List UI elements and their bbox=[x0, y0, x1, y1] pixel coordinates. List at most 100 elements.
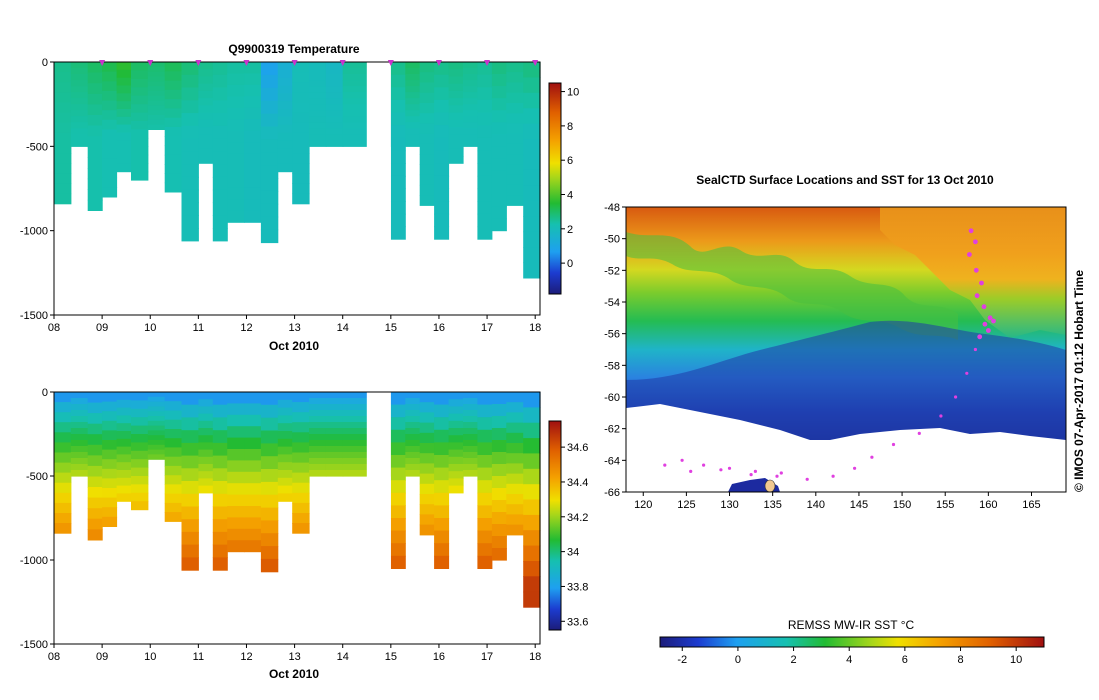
profile-cell bbox=[102, 497, 118, 508]
profile-cell bbox=[181, 228, 199, 242]
profile-cell bbox=[198, 478, 214, 487]
profile-cell bbox=[277, 454, 293, 463]
profile-cell bbox=[405, 410, 421, 417]
profile-cell bbox=[181, 100, 199, 114]
profile-cell bbox=[181, 164, 199, 178]
frontal-meanders bbox=[626, 232, 958, 340]
profile-cell bbox=[198, 464, 214, 472]
profile-cell bbox=[448, 127, 464, 135]
profile-cell bbox=[164, 62, 183, 72]
profile-cell bbox=[227, 403, 245, 416]
profile-cell bbox=[448, 399, 464, 407]
profile-cell bbox=[491, 62, 507, 75]
profile-cell bbox=[131, 400, 149, 410]
profile-cell bbox=[164, 145, 183, 156]
profile-cell bbox=[212, 189, 228, 204]
profile-cell bbox=[292, 422, 310, 433]
profile-cell bbox=[70, 404, 89, 411]
profile-cell bbox=[212, 215, 228, 229]
profile-cell bbox=[212, 519, 228, 533]
track-point bbox=[967, 252, 972, 257]
y-tick-label: -1500 bbox=[20, 639, 48, 651]
profile-cell bbox=[309, 440, 327, 447]
profile-cell bbox=[147, 416, 166, 422]
profile-cell bbox=[506, 494, 524, 505]
profile-cell bbox=[405, 116, 421, 123]
profile-cell bbox=[244, 471, 262, 484]
profile-cell bbox=[70, 74, 89, 81]
profile-cell bbox=[116, 407, 132, 416]
profile-cell bbox=[477, 74, 493, 88]
profile-cell bbox=[54, 402, 72, 413]
profile-cell bbox=[325, 80, 344, 87]
profile-cell bbox=[227, 165, 245, 177]
profile-cell bbox=[390, 213, 406, 228]
profile-cell bbox=[54, 422, 72, 433]
profile-cell bbox=[325, 470, 344, 477]
profile-cell bbox=[309, 464, 327, 471]
profile-cell bbox=[54, 62, 72, 73]
profile-cell bbox=[405, 464, 421, 471]
profile-cell bbox=[227, 540, 245, 553]
profile-cell bbox=[244, 506, 262, 518]
profile-cell bbox=[277, 77, 293, 87]
profile-cell bbox=[212, 100, 228, 114]
profile-cell bbox=[102, 478, 118, 489]
profile-cell bbox=[102, 119, 118, 130]
profile-cell bbox=[506, 123, 524, 135]
profile-cell bbox=[506, 113, 524, 124]
profile-cell bbox=[419, 402, 435, 413]
profile-cell bbox=[212, 531, 228, 546]
profile-cell bbox=[131, 408, 149, 418]
profile-cell bbox=[277, 493, 293, 502]
x-tick-label: 10 bbox=[144, 651, 156, 663]
profile-cell bbox=[181, 189, 199, 204]
profile-cell bbox=[87, 146, 103, 158]
profile-cell bbox=[181, 442, 199, 457]
profile-cell bbox=[70, 62, 89, 69]
profile-cell bbox=[405, 446, 421, 453]
profile-cell bbox=[292, 183, 310, 195]
profile-cell bbox=[212, 442, 228, 457]
profile-cell bbox=[212, 74, 228, 89]
temperature-x-ticks: 08 09 10 11 12 13 14 15 16 17 18 bbox=[48, 315, 541, 334]
profile-cell bbox=[244, 460, 262, 473]
profile-cell bbox=[227, 153, 245, 166]
profile-cell bbox=[523, 468, 541, 485]
profile-cell bbox=[198, 399, 214, 407]
colorbar-tick-label: 6 bbox=[567, 155, 573, 167]
profile-cell bbox=[54, 183, 72, 195]
profile-cell bbox=[260, 533, 279, 547]
profile-cell bbox=[309, 134, 327, 141]
profile-cell bbox=[477, 505, 493, 519]
profile-cell bbox=[227, 517, 245, 530]
profile-cell bbox=[419, 92, 435, 104]
profile-cell bbox=[325, 428, 344, 435]
profile-cell bbox=[325, 452, 344, 459]
profile-cell bbox=[292, 92, 310, 104]
profile-cell bbox=[390, 505, 406, 519]
profile-cell bbox=[491, 428, 507, 441]
profile-cell bbox=[164, 493, 183, 504]
profile-cell bbox=[292, 143, 310, 154]
profile-cell bbox=[164, 447, 183, 458]
profile-cell bbox=[212, 404, 228, 418]
profile-cell bbox=[325, 140, 344, 147]
profile-cell bbox=[102, 187, 118, 198]
profile-cell bbox=[325, 410, 344, 417]
track-point bbox=[973, 347, 978, 352]
profile-cell bbox=[244, 96, 262, 109]
profile-cell bbox=[212, 468, 228, 482]
profile-cell bbox=[260, 139, 279, 153]
profile-cell bbox=[131, 501, 149, 511]
profile-cell bbox=[292, 452, 310, 464]
profile-cell bbox=[227, 426, 245, 439]
profile-cell bbox=[477, 62, 493, 76]
track-point bbox=[870, 455, 874, 459]
y-tick-label: -1000 bbox=[20, 226, 48, 238]
profile-cell bbox=[147, 115, 166, 121]
profile-cell bbox=[164, 99, 183, 109]
profile-cell bbox=[463, 74, 478, 81]
profile-cell bbox=[244, 449, 262, 461]
